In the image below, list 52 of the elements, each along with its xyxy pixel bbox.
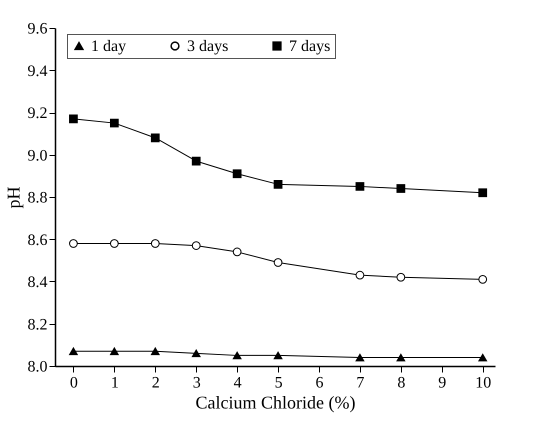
point: [274, 180, 282, 189]
point: [232, 169, 242, 178]
x-tick-label: 5: [274, 374, 283, 392]
x-tick-label: 0: [70, 374, 78, 392]
point: [150, 347, 160, 356]
y-tick-label: 9.6: [28, 20, 48, 38]
point: [69, 114, 78, 124]
point: [192, 349, 201, 358]
point: [150, 239, 160, 248]
point: [478, 354, 488, 362]
point: [396, 184, 406, 193]
legend-label: 3 days: [187, 38, 228, 55]
point: [192, 156, 201, 166]
point: [110, 239, 119, 248]
point: [69, 347, 78, 356]
x-tick-label: 6: [316, 374, 324, 392]
y-tick-label: 9.4: [28, 62, 48, 80]
x-tick-label: 4: [234, 374, 242, 392]
x-tick-label: 2: [152, 374, 160, 392]
point: [232, 352, 242, 360]
point: [110, 347, 119, 356]
point: [274, 258, 282, 267]
point: [192, 241, 201, 250]
y-tick-label: 8.6: [28, 232, 48, 249]
point: [356, 270, 364, 280]
x-tick-label: 1: [110, 374, 119, 392]
y-tick-label: 8.4: [28, 274, 48, 291]
point: [110, 118, 119, 128]
point: [150, 133, 160, 142]
point: [232, 248, 242, 256]
y-tick-label: 9.2: [28, 105, 48, 122]
point: [396, 272, 406, 282]
point: [69, 239, 78, 248]
x-tick-label: 3: [192, 374, 201, 392]
x-tick-label: 10: [475, 374, 492, 392]
x-tick-label: 7: [356, 374, 364, 392]
x-tick-label: 8: [397, 374, 406, 392]
point: [274, 352, 282, 360]
y-tick-label: 8.0: [28, 358, 48, 376]
x-tick-label: 9: [438, 374, 446, 392]
point: [356, 182, 364, 191]
point: [478, 188, 488, 198]
point: [478, 275, 488, 284]
point: [356, 354, 364, 362]
y-axis-title: pH: [4, 186, 24, 208]
legend-label: 7 days: [289, 38, 330, 55]
legend-label: 1 day: [91, 38, 126, 55]
point: [396, 354, 406, 362]
y-tick-label: 9.0: [28, 147, 48, 164]
y-tick-label: 8.8: [28, 190, 48, 206]
x-axis-title: Calcium Chloride (%): [196, 392, 356, 412]
y-tick-label: 8.2: [28, 316, 48, 334]
